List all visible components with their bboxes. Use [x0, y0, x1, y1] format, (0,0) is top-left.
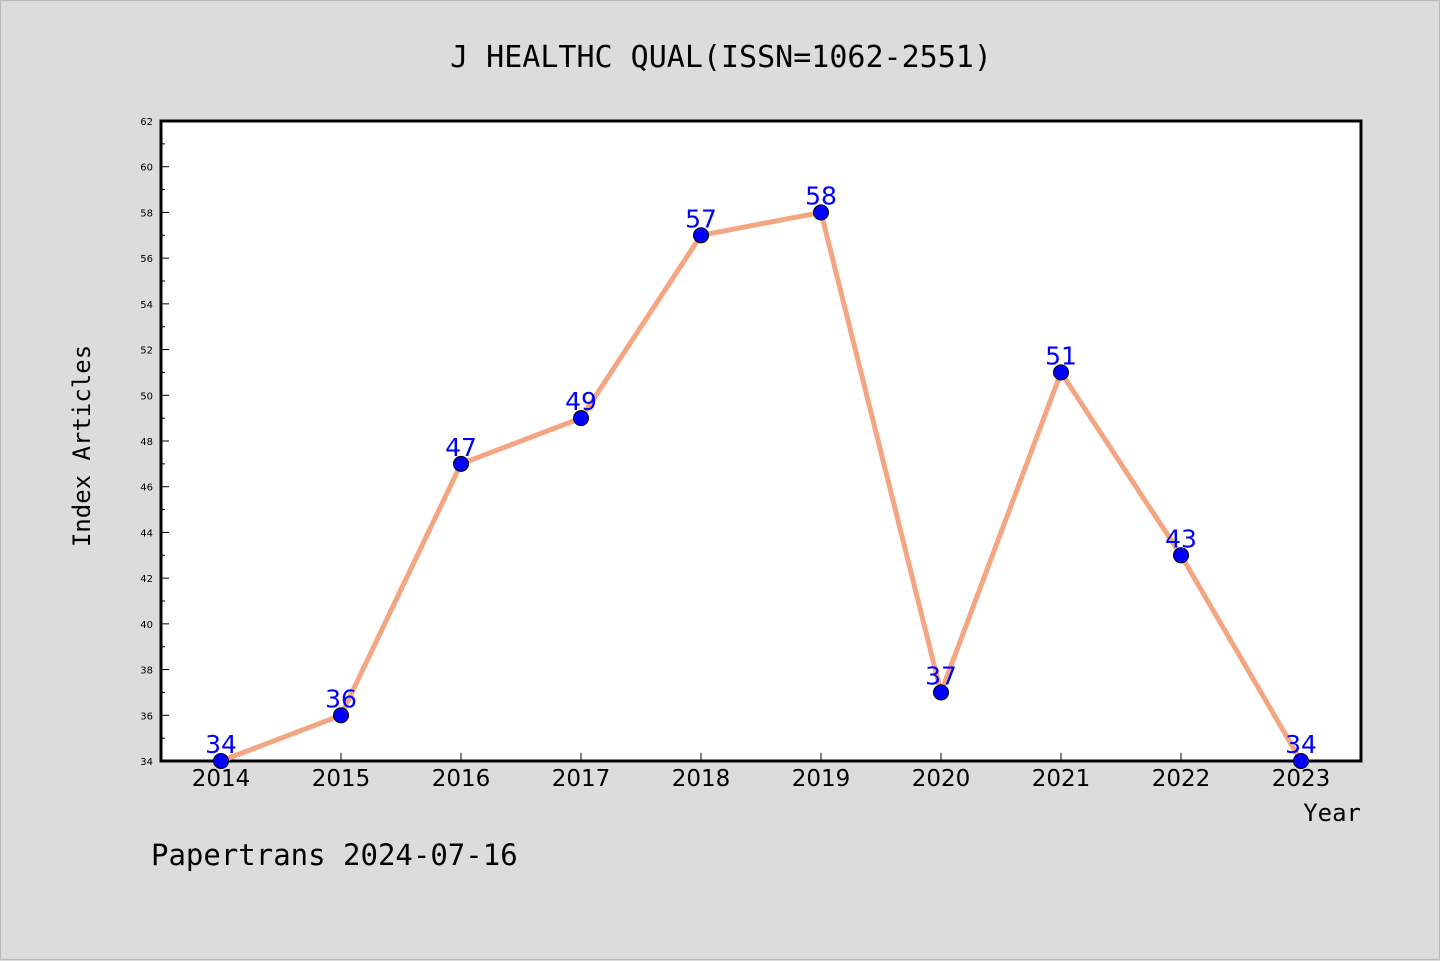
y-axis: 34 36 38 40 42 44 46 48 50 52 54 56 58 60 62: [140, 117, 169, 768]
x-axis: 2014 2015 2016 2017 2018 2019 2020 2021 2022 2023: [192, 753, 1331, 792]
data-point: [933, 684, 949, 701]
x-tick-label: 2018: [672, 766, 731, 792]
x-tick-label: 2021: [1032, 766, 1091, 792]
data-label: 43: [1165, 524, 1197, 553]
y-tick-label: 42: [140, 574, 153, 585]
y-tick-label: 34: [140, 757, 153, 768]
y-tick-label: 38: [140, 666, 153, 677]
y-tick-label: 54: [140, 300, 153, 311]
y-tick-label: 46: [140, 483, 153, 494]
plot-area: [159, 119, 1363, 763]
data-label: 47: [445, 433, 477, 462]
data-point: [693, 227, 709, 244]
data-markers: [213, 204, 1309, 769]
data-point: [333, 707, 349, 724]
y-tick-label: 40: [140, 620, 153, 631]
data-label: 57: [685, 204, 717, 233]
y-tick-label: 44: [140, 528, 153, 539]
data-point: [1053, 364, 1069, 381]
data-point: [573, 410, 589, 427]
data-label: 34: [1285, 730, 1317, 759]
data-point: [453, 455, 469, 472]
data-point: [1293, 753, 1309, 769]
y-tick-label: 62: [140, 117, 153, 128]
x-tick-label: 2019: [792, 766, 851, 792]
series-line: [220, 209, 1304, 764]
data-label: 49: [565, 387, 597, 416]
data-label: 36: [325, 684, 357, 713]
x-tick-label: 2016: [432, 766, 491, 792]
x-tick-label: 2017: [552, 766, 611, 792]
data-point: [1173, 547, 1189, 564]
y-tick-label: 36: [140, 711, 153, 722]
y-tick-label: 60: [140, 163, 153, 174]
y-tick-label: 48: [140, 437, 153, 448]
y-tick-label: 58: [140, 208, 153, 219]
x-tick-label: 2023: [1272, 766, 1331, 792]
y-axis-label: Index Articles: [68, 345, 96, 547]
data-label: 37: [925, 661, 957, 690]
x-axis-label: Year: [1303, 799, 1361, 827]
chart-title: J HEALTHC QUAL(ISSN=1062-2551): [450, 40, 992, 75]
y-tick-label: 50: [140, 391, 153, 402]
x-tick-label: 2022: [1152, 766, 1211, 792]
x-tick-label: 2015: [312, 766, 371, 792]
data-labels: 34 36 47 49 57 58 37 51 43 34: [205, 181, 1317, 759]
x-tick-label: 2020: [912, 766, 971, 792]
data-label: 34: [205, 730, 237, 759]
data-point: [213, 753, 229, 769]
footer-credit: Papertrans 2024-07-16: [151, 838, 518, 872]
x-tick-label: 2014: [192, 766, 251, 792]
data-point: [813, 204, 829, 221]
y-tick-label: 56: [140, 254, 153, 265]
data-label: 51: [1045, 341, 1077, 370]
y-tick-label: 52: [140, 346, 153, 357]
data-label: 58: [805, 181, 837, 210]
